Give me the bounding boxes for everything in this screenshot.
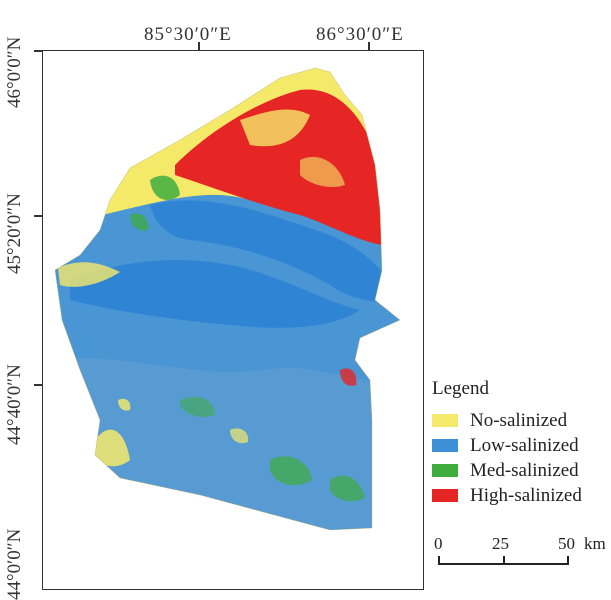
lat-tick bbox=[34, 384, 43, 386]
legend-swatch bbox=[432, 464, 458, 477]
scale-tick bbox=[503, 556, 505, 565]
salinization-region bbox=[55, 68, 400, 530]
scale-label-25: 25 bbox=[492, 534, 509, 553]
legend-item-no-salinized: No-salinized bbox=[430, 408, 611, 433]
legend-label: No-salinized bbox=[470, 409, 568, 431]
region-outline bbox=[54, 67, 401, 531]
legend-item-low-salinized: Low-salinized bbox=[430, 433, 611, 458]
lat-tick bbox=[34, 50, 43, 52]
scale-unit: km bbox=[584, 534, 606, 553]
longitude-label: 86°30′0″E bbox=[316, 24, 404, 45]
legend-title: Legend bbox=[432, 378, 489, 399]
legend-swatch bbox=[432, 414, 458, 427]
map-legend: Legend No-salinized Low-salinized Med-sa… bbox=[430, 378, 611, 508]
lon-tick bbox=[198, 42, 200, 51]
legend-item-high-salinized: High-salinized bbox=[430, 483, 611, 508]
longitude-label: 85°30′0″E bbox=[144, 24, 232, 45]
legend-label: Low-salinized bbox=[470, 434, 579, 456]
scale-label-50: 50 bbox=[558, 534, 575, 553]
scale-tick bbox=[567, 556, 569, 565]
legend-label: Med-salinized bbox=[470, 459, 579, 481]
scale-bar: 0 25 50 km bbox=[430, 530, 611, 568]
legend-swatch bbox=[432, 439, 458, 452]
salinization-map bbox=[54, 67, 401, 531]
legend-item-med-salinized: Med-salinized bbox=[430, 458, 611, 483]
scale-tick bbox=[438, 556, 440, 565]
scale-label-0: 0 bbox=[434, 534, 443, 553]
lon-tick bbox=[368, 42, 370, 51]
lat-tick bbox=[34, 215, 43, 217]
legend-swatch bbox=[432, 489, 458, 502]
legend-label: High-salinized bbox=[470, 484, 582, 506]
